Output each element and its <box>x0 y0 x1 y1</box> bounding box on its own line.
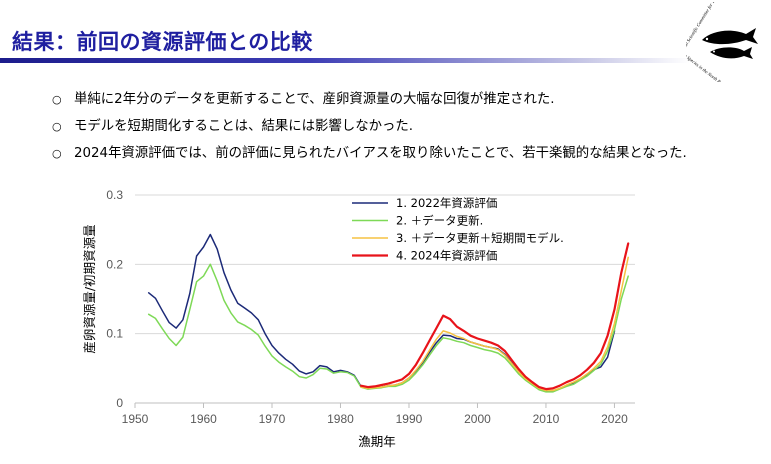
series-line-4 <box>359 242 630 391</box>
x-tick-label: 1960 <box>190 412 217 426</box>
x-tick-label: 1990 <box>396 412 423 426</box>
fish-top <box>702 28 758 45</box>
bullet-mark: ○ <box>52 147 62 160</box>
bullet-text: 2024年資源評価では、前の評価に見られたバイアスを取り除いたことで、若干楽観的… <box>74 146 687 161</box>
bullet-list: ○ 単純に2年分のデータを更新することで、産卵資源量の大幅な回復が推定された. ○… <box>52 86 687 167</box>
bullet-text: モデルを短期間化することは、結果には影響しなかった. <box>74 119 414 134</box>
series-line-3 <box>360 256 629 392</box>
fish-bottom <box>710 47 753 59</box>
x-tick-label: 2020 <box>601 412 628 426</box>
bullet-text: 単純に2年分のデータを更新することで、産卵資源量の大幅な回復が推定された. <box>74 92 555 107</box>
x-tick-label: 2000 <box>464 412 491 426</box>
series-line-2 <box>147 263 629 393</box>
bullet-item: ○ モデルを短期間化することは、結果には影響しなかった. <box>52 113 687 140</box>
ssb-comparison-chart: 0 0.1 0.2 0.3 1950 1960 1970 1980 1990 2000 2010 20… <box>82 188 635 449</box>
x-tick-label: 1950 <box>122 412 149 426</box>
title-underline <box>0 58 690 63</box>
legend-label-4: 4. 2024年資源評価 <box>396 249 497 263</box>
y-tick-label: 0.1 <box>106 327 123 341</box>
bullet-item: ○ 2024年資源評価では、前の評価に見られたバイアスを取り除いたことで、若干楽観… <box>52 140 687 167</box>
legend-label-2: 2. ＋データ更新. <box>396 214 483 228</box>
bullet-mark: ○ <box>52 93 62 106</box>
y-tick-label: 0 <box>116 396 123 410</box>
legend-label-3: 3. ＋データ更新＋短期間モデル. <box>396 231 564 245</box>
slide-title: 結果：前回の資源評価との比較 <box>12 30 313 54</box>
x-tick-label: 1980 <box>327 412 354 426</box>
x-tick-label: 2010 <box>533 412 560 426</box>
y-axis-title: 産卵資源量/初期資源量 <box>82 224 97 353</box>
series-line-1 <box>147 233 616 392</box>
bullet-mark: ○ <box>52 120 62 133</box>
bullet-item: ○ 単純に2年分のデータを更新することで、産卵資源量の大幅な回復が推定された. <box>52 86 687 113</box>
isc-logo: International Scientific Committee for T… <box>686 2 758 82</box>
y-tick-label: 0.2 <box>106 257 123 271</box>
y-tick-label: 0.3 <box>106 188 123 202</box>
x-axis-title: 漁期年 <box>358 434 396 449</box>
x-tick-label: 1970 <box>259 412 286 426</box>
legend-label-1: 1. 2022年資源評価 <box>396 196 497 210</box>
